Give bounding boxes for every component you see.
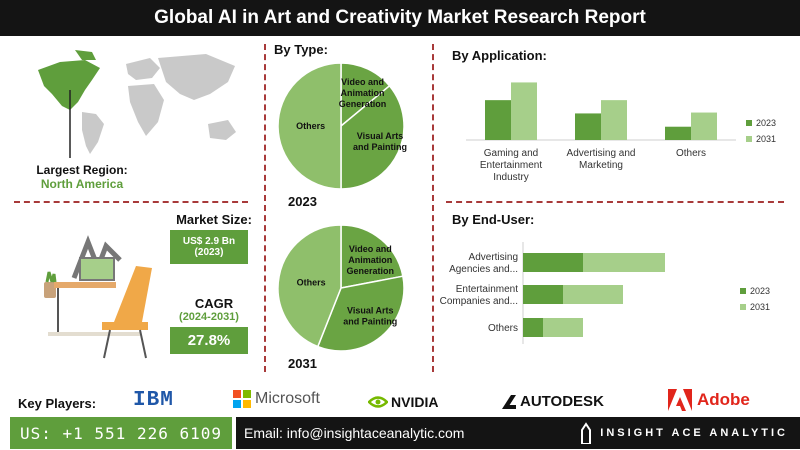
end-user-bar-chart: Advertising Agencies and... Entertainment C… (440, 242, 770, 344)
pie-2031-slice-visual-arts-and-painting (316, 275, 405, 352)
footer-phone: US: +1 551 226 6109 (10, 417, 232, 449)
by-end-user-title: By End-User: (452, 212, 535, 227)
pie-chart-2031: Video and Animation Generation Visual Arts a… (277, 224, 405, 352)
canvas (79, 257, 115, 281)
brand-icon (581, 422, 592, 444)
europe-shape (126, 58, 160, 80)
pie-2031-slice-video-and-animation-generation (340, 224, 404, 289)
pie-2031-slice-others (277, 224, 342, 348)
pie-2031-label-visual-arts-and-painting: Visual Arts and Painting (343, 306, 397, 327)
app-legend-2023: 2023 (756, 118, 776, 128)
enduser-bar-entertainment-companies-and-2023 (523, 285, 563, 304)
enduser-legend-swatch-2023 (740, 288, 746, 294)
enduser-bar-others-2031 (543, 318, 583, 337)
desk-top (54, 282, 116, 288)
brand: INSIGHT ACE ANALYTIC (580, 422, 788, 444)
app-tick-advertising-and-marketing: Advertising and Marketing (567, 148, 636, 171)
pie-2023-slice-video-and-animation-generation (340, 62, 391, 128)
ibm-logo: IBM (133, 389, 174, 412)
chair-leg-left (103, 329, 111, 359)
microsoft-logo: Microsoft (233, 390, 320, 408)
enduser-bar-others-2023 (523, 318, 543, 337)
plant-leaves (45, 271, 57, 283)
application-bar-chart: Gaming and Entertainment Industry Advertisi… (466, 82, 776, 183)
pie-2023-year: 2023 (288, 194, 317, 209)
enduser-bar-entertainment-companies-and-2031 (563, 285, 623, 304)
enduser-legend-swatch-2031 (740, 304, 746, 310)
divider-left-horizontal (14, 201, 248, 203)
greenland-shape (75, 50, 96, 60)
page-title: Global AI in Art and Creativity Market R… (0, 0, 800, 36)
app-legend-swatch-2031 (746, 136, 752, 142)
app-tick-gaming-and-entertainment-industry: Gaming and Entertainment Industry (480, 148, 542, 183)
key-players-label: Key Players: (18, 396, 97, 411)
pie-2031-label-others: Others (297, 278, 326, 288)
by-application-title: By Application: (452, 48, 547, 63)
adobe-logo: Adobe (668, 389, 750, 411)
pie-2023-slice-visual-arts-and-painting (340, 84, 405, 190)
chair-back (114, 266, 152, 322)
divider-left (264, 44, 266, 372)
enduser-legend-2023: 2023 (750, 286, 770, 296)
autodesk-logo: AUTODESK (502, 393, 604, 410)
app-bar-advertising-and-marketing-2023 (575, 113, 601, 140)
enduser-tick-advertising-agencies-and: Advertising Agencies and... (449, 252, 518, 275)
by-type-title: By Type: (274, 42, 328, 57)
divider-right (432, 44, 434, 372)
australia-shape (208, 120, 236, 140)
app-tick-others: Others (676, 148, 706, 159)
world-map (38, 50, 236, 158)
divider-right-horizontal (446, 201, 784, 203)
enduser-tick-entertainment-companies-and: Entertainment Companies and... (440, 284, 518, 307)
microsoft-icon (233, 390, 251, 408)
south-america-shape (82, 112, 104, 154)
app-bar-advertising-and-marketing-2031 (601, 100, 627, 140)
chair-leg-right (139, 329, 147, 359)
pie-2023-label-video-and-animation-generation: Video and Animation Generation (339, 77, 387, 109)
enduser-bar-advertising-agencies-and-2031 (583, 253, 665, 272)
pie-2031-label-video-and-animation-generation: Video and Animation Generation (347, 244, 395, 276)
enduser-tick-others: Others (488, 323, 518, 334)
asia-shape (158, 54, 235, 100)
market-size-label: Market Size: (176, 212, 252, 227)
app-bar-others-2023 (665, 126, 691, 140)
autodesk-icon (502, 394, 516, 409)
pie-2023-slice-others (277, 62, 342, 190)
nvidia-eye-icon (368, 396, 388, 408)
enduser-bar-advertising-agencies-and-2023 (523, 253, 583, 272)
north-america-shape (38, 60, 100, 110)
app-bar-gaming-and-entertainment-industry-2023 (485, 100, 511, 140)
pie-2023-label-visual-arts-and-painting: Visual Arts and Painting (353, 131, 407, 152)
enduser-legend-2031: 2031 (750, 302, 770, 312)
largest-region: Largest Region: North America (36, 163, 128, 191)
cagr-label: CAGR (194, 296, 234, 311)
cagr-period: (2024-2031) (179, 311, 239, 323)
adobe-icon (668, 389, 692, 411)
pie-2031-year: 2031 (288, 356, 317, 371)
nvidia-logo: NVIDIA (368, 394, 438, 410)
app-bar-gaming-and-entertainment-industry-2031 (511, 82, 537, 140)
cagr-value-box: 27.8% (170, 327, 248, 354)
artist-desk-illustration (44, 235, 152, 359)
chair-seat (102, 322, 148, 330)
app-bar-others-2031 (691, 112, 717, 140)
africa-shape (128, 84, 164, 136)
plant-pot (44, 282, 56, 298)
footer-email-bar: Email: info@insightaceanalytic.com INSIG… (236, 417, 800, 449)
pie-chart-2023: Video and Animation Generation Visual Arts a… (277, 62, 407, 190)
app-legend-swatch-2023 (746, 120, 752, 126)
app-legend-2031: 2031 (756, 134, 776, 144)
floor (48, 332, 140, 336)
pie-2023-label-others: Others (296, 121, 325, 131)
market-size-box: US$ 2.9 Bn (2023) (170, 230, 248, 264)
